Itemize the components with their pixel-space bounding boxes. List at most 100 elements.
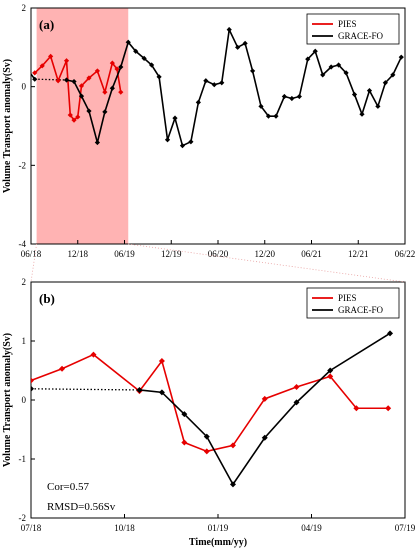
shaded-period bbox=[36, 8, 129, 244]
data-point bbox=[382, 80, 388, 86]
data-point bbox=[67, 112, 73, 118]
data-point bbox=[261, 434, 268, 441]
data-point bbox=[109, 60, 115, 66]
data-point bbox=[172, 115, 178, 121]
legend-box bbox=[306, 13, 400, 45]
data-point bbox=[343, 70, 349, 76]
data-point bbox=[327, 367, 334, 374]
data-point bbox=[195, 99, 201, 105]
data-point bbox=[158, 358, 165, 365]
legend-label: GRACE-FO bbox=[338, 305, 384, 315]
data-point bbox=[261, 395, 268, 402]
data-point bbox=[164, 137, 171, 143]
data-point bbox=[181, 439, 188, 446]
data-point bbox=[78, 93, 85, 99]
data-point bbox=[156, 74, 162, 80]
panel-label: (b) bbox=[39, 291, 55, 306]
legend-label: PIES bbox=[338, 293, 357, 303]
data-point bbox=[258, 103, 264, 109]
data-point bbox=[188, 139, 194, 145]
series-pies bbox=[32, 53, 124, 123]
y-tick-label: -2 bbox=[19, 160, 27, 170]
data-point bbox=[158, 389, 165, 396]
y-tick-label: 0 bbox=[22, 82, 27, 92]
x-tick-label: 12/19 bbox=[161, 249, 182, 259]
data-point bbox=[114, 66, 120, 72]
series-line bbox=[31, 353, 389, 453]
data-point bbox=[235, 44, 241, 50]
x-tick-label: 07/19 bbox=[395, 523, 415, 533]
data-point bbox=[203, 433, 210, 440]
x-tick-label: 04/19 bbox=[301, 523, 322, 533]
stat-annotation: Cor=0.57 bbox=[47, 481, 89, 493]
data-point bbox=[25, 66, 30, 71]
data-point bbox=[320, 72, 326, 78]
x-tick-label: 06/19 bbox=[114, 249, 135, 259]
data-point bbox=[249, 68, 256, 74]
y-tick-label: 1 bbox=[22, 336, 27, 346]
data-point bbox=[149, 62, 155, 68]
data-point bbox=[118, 89, 124, 95]
data-point bbox=[390, 72, 396, 78]
data-point bbox=[265, 113, 272, 119]
data-point bbox=[78, 83, 85, 89]
y-axis-label: Volume Transport anomaly(Sv) bbox=[2, 59, 13, 193]
data-point bbox=[59, 365, 66, 372]
data-point bbox=[375, 103, 381, 109]
legend-label: PIES bbox=[338, 19, 357, 29]
gap-dotted-line bbox=[31, 388, 140, 391]
legend-box bbox=[306, 287, 400, 319]
data-point bbox=[281, 93, 287, 100]
data-point bbox=[226, 27, 232, 33]
data-point bbox=[273, 113, 279, 119]
data-point bbox=[31, 385, 34, 392]
data-point bbox=[229, 442, 236, 449]
x-axis-label: Time(mm/yy) bbox=[189, 537, 247, 548]
data-point bbox=[327, 373, 334, 380]
data-point bbox=[203, 448, 210, 455]
data-point bbox=[86, 108, 92, 114]
data-point bbox=[90, 351, 97, 358]
x-tick-label: 12/18 bbox=[67, 249, 88, 259]
data-point bbox=[31, 377, 34, 384]
data-point bbox=[63, 58, 70, 64]
data-point bbox=[75, 114, 81, 120]
data-point bbox=[387, 330, 394, 337]
data-point bbox=[102, 109, 108, 115]
data-point bbox=[366, 88, 373, 94]
data-point bbox=[71, 78, 77, 85]
panel-label: (a) bbox=[39, 17, 54, 32]
data-point bbox=[94, 139, 100, 146]
data-point bbox=[385, 405, 392, 412]
data-point bbox=[48, 53, 54, 59]
y-tick-label: 2 bbox=[22, 3, 27, 13]
series-line bbox=[139, 332, 391, 486]
data-point bbox=[328, 64, 334, 70]
x-tick-label: 06/22 bbox=[395, 249, 415, 259]
data-point bbox=[32, 76, 38, 82]
y-axis-label: Volume Transport anomaly(Sv) bbox=[2, 333, 13, 467]
y-tick-label: -2 bbox=[19, 513, 27, 523]
data-point bbox=[63, 77, 70, 83]
data-point bbox=[398, 54, 404, 60]
data-point bbox=[305, 56, 311, 62]
y-tick-label: -4 bbox=[19, 239, 27, 249]
data-point bbox=[125, 39, 131, 45]
data-point bbox=[86, 75, 92, 81]
zoom-connector bbox=[30, 243, 38, 283]
data-point bbox=[118, 64, 124, 70]
data-point bbox=[71, 117, 77, 123]
x-tick-label: 10/18 bbox=[114, 523, 135, 533]
data-point bbox=[181, 411, 188, 418]
data-point bbox=[336, 62, 342, 68]
x-tick-label: 07/18 bbox=[21, 523, 42, 533]
data-point bbox=[229, 481, 236, 488]
data-point bbox=[289, 95, 295, 102]
data-point bbox=[353, 405, 360, 412]
data-point bbox=[219, 80, 225, 86]
data-point bbox=[242, 40, 248, 46]
data-point bbox=[141, 55, 147, 61]
x-tick-label: 06/21 bbox=[301, 249, 322, 259]
series-grace-fo bbox=[25, 26, 404, 149]
